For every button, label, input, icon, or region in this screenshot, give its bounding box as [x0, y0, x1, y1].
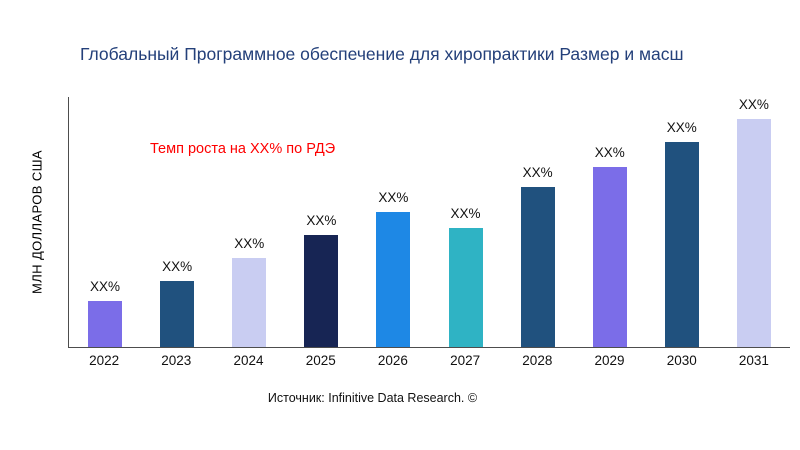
bar-value-label: XX% — [666, 120, 697, 135]
bar-2025 — [304, 235, 339, 347]
x-tick-label: 2029 — [594, 353, 625, 368]
x-tick-label: 2025 — [305, 353, 336, 368]
bar-2024 — [232, 258, 267, 347]
x-tick-label: 2027 — [450, 353, 481, 368]
bar-column: XX% — [646, 97, 718, 347]
bar-2031 — [736, 119, 771, 347]
bar-value-label: XX% — [234, 236, 265, 251]
bar-2027 — [448, 228, 483, 347]
source-note: Источник: Infinitive Data Research. © — [267, 391, 478, 405]
x-tick-label: 2030 — [666, 353, 697, 368]
plot-area: XX% XX% XX% XX% XX% XX% XX% XX% XX% XX% — [68, 97, 790, 348]
bars: XX% XX% XX% XX% XX% XX% XX% XX% XX% XX% — [69, 97, 790, 347]
bar-column: XX% — [502, 97, 574, 347]
bar-value-label: XX% — [378, 190, 409, 205]
bar-2028 — [520, 187, 555, 347]
growth-annotation: Темп роста на XX% по РДЭ — [150, 141, 336, 157]
bar-column: XX% — [357, 97, 429, 347]
bar-2026 — [376, 212, 411, 347]
bar-value-label: XX% — [738, 97, 769, 112]
chart-title: Глобальный Программное обеспечение для х… — [80, 44, 684, 64]
bar-value-label: XX% — [306, 213, 337, 228]
x-tick-label: 2022 — [89, 353, 120, 368]
bar-value-label: XX% — [90, 279, 121, 294]
bar-value-label: XX% — [162, 259, 193, 274]
bar-column: XX% — [574, 97, 646, 347]
x-axis-ticks: 2022 2023 2024 2025 2026 2027 2028 2029 2030 2031 — [68, 353, 790, 368]
bar-2029 — [592, 167, 627, 347]
bar-column: XX% — [429, 97, 501, 347]
x-tick-label: 2024 — [233, 353, 264, 368]
bar-value-label: XX% — [594, 145, 625, 160]
bar-2023 — [160, 281, 195, 347]
x-tick-label: 2028 — [522, 353, 553, 368]
bar-2022 — [88, 301, 123, 347]
bar-column: XX% — [141, 97, 213, 347]
bar-column: XX% — [718, 97, 790, 347]
bar-value-label: XX% — [522, 165, 553, 180]
bar-column: XX% — [69, 97, 141, 347]
bar-2030 — [664, 142, 699, 347]
x-tick-label: 2031 — [738, 353, 769, 368]
bar-column: XX% — [213, 97, 285, 347]
bar-value-label: XX% — [450, 206, 481, 221]
y-axis-label: МЛН ДОЛЛАРОВ США — [29, 149, 45, 295]
bar-column: XX% — [285, 97, 357, 347]
x-tick-label: 2023 — [161, 353, 192, 368]
x-tick-label: 2026 — [377, 353, 408, 368]
